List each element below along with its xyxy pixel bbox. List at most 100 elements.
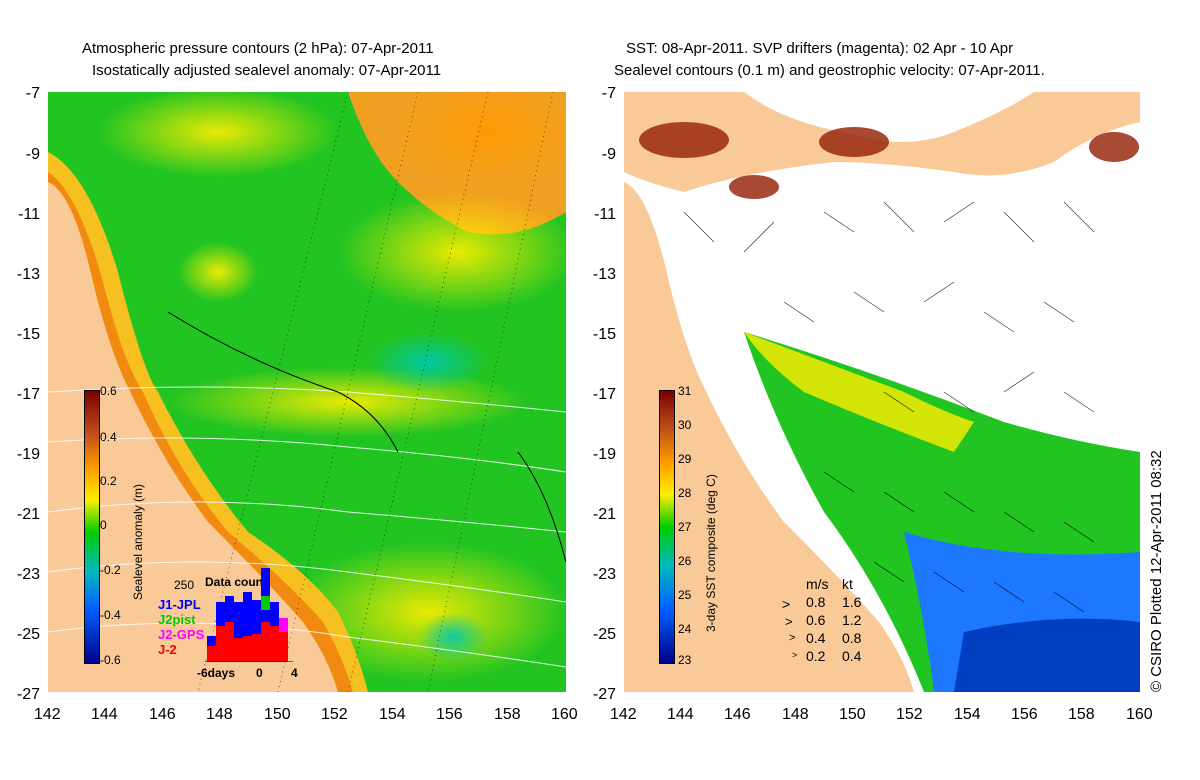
left-ylabel: -17 [16,386,40,403]
hist-bar [216,626,225,662]
sst-colorbar [659,390,675,664]
sla-colorbar-tick: 0.4 [100,430,117,444]
velocity-header-ms: m/s [806,576,829,592]
hist-bar [252,634,261,662]
velocity-ms: 0.2 [806,648,826,664]
left-ylabel: -15 [16,326,40,343]
sla-colorbar-label: Sealevel anomaly (m) [131,483,145,600]
velocity-ms: 0.8 [806,594,826,610]
left-ylabel: -25 [16,626,40,643]
hist-bar [261,568,270,662]
hist-bar [279,632,288,662]
left-xlabel: 158 [494,706,521,723]
left-ylabel: -21 [16,506,40,523]
sla-colorbar [84,390,100,664]
data-count-histogram [205,568,293,662]
right-ylabel: -15 [592,326,616,343]
australia-land-right [624,182,914,692]
left-xlabel: 152 [321,706,348,723]
velocity-kt: 1.6 [842,594,862,610]
hist-bar [243,592,252,662]
sst-colorbar-tick: 24 [678,622,692,636]
csiro-credit: © CSIRO Plotted 12-Apr-2011 08:32 [1148,450,1165,692]
right-ylabel: -25 [592,626,616,643]
right-title-line1: SST: 08-Apr-2011. SVP drifters (magenta)… [626,40,1014,57]
legend-j-2: J-2 [158,642,177,657]
sst-colorbar-tick: 27 [678,520,692,534]
sst-colorbar-tick: 26 [678,554,692,568]
right-ylabel: -9 [601,146,616,163]
data-count-title: Data count [205,575,268,589]
hist-bar [225,622,234,662]
sla-colorbar-tick: -0.6 [100,653,121,667]
right-xlabel: 158 [1068,706,1095,723]
left-title-line2: Isostatically adjusted sealevel anomaly:… [92,62,442,79]
left-xlabel: 154 [379,706,406,723]
velocity-arrow-icon: > [782,596,791,612]
left-ylabel: -27 [16,686,40,703]
velocity-header-kt: kt [842,576,853,592]
right-ylabel: -11 [594,206,616,223]
right-ylabel: -23 [592,566,616,583]
right-xlabel: 146 [724,706,751,723]
left-ylabel: -13 [16,266,40,283]
sst-colorbar-label: 3-day SST composite (deg C) [704,474,718,632]
velocity-ms: 0.4 [806,630,826,646]
velocity-kt: 0.4 [842,648,862,664]
hist-bar [261,596,270,610]
left-xlabel: 150 [264,706,291,723]
data-count-max: 250 [174,578,195,592]
sla-colorbar-tick: -0.2 [100,563,121,577]
hist-bar [234,638,243,662]
right-xlabel: 156 [1011,706,1038,723]
left-ylabel: -23 [16,566,40,583]
velocity-kt: 0.8 [842,630,862,646]
left-xlabel: 148 [206,706,233,723]
left-ylabel: -11 [18,206,40,223]
legend-j2-gps: J2-GPS [158,627,205,642]
hist-bar [270,626,279,662]
left-xlabel: 156 [436,706,463,723]
right-xlabel: 142 [610,706,637,723]
right-ylabel: -27 [592,686,616,703]
right-ylabel: -21 [592,506,616,523]
velocity-ms: 0.6 [806,612,826,628]
sla-colorbar-tick: 0 [100,518,107,532]
velocity-arrow-icon: > [789,632,796,644]
sst-colorbar-tick: 28 [678,486,692,500]
right-xlabel: 152 [896,706,923,723]
left-xlabel: 160 [551,706,578,723]
right-map [624,92,1140,692]
left-xlabel: 142 [34,706,61,723]
right-xlabel: 150 [839,706,866,723]
sla-colorbar-tick: -0.4 [100,608,121,622]
legend-j2pist: J2pist [158,612,196,627]
left-xlabel: 146 [149,706,176,723]
right-ylabel: -13 [592,266,616,283]
right-xlabel: 160 [1126,706,1153,723]
velocity-kt: 1.2 [842,612,862,628]
right-xlabel: 154 [954,706,981,723]
left-ylabel: -7 [25,85,40,102]
hist-xlabel: 4 [291,666,298,680]
right-ylabel: -19 [592,446,616,463]
hist-xlabel: 0 [256,666,263,680]
sst-colorbar-tick: 25 [678,588,692,602]
legend-j1-jpl: J1-JPL [158,597,201,612]
velocity-arrow-icon: > [785,614,793,629]
hist-bar [252,600,261,662]
sla-colorbar-tick: 0.6 [100,384,117,398]
right-xlabel: 144 [667,706,694,723]
sst-colorbar-tick: 31 [678,384,692,398]
hist-bar [234,602,243,662]
left-map [48,92,566,692]
velocity-arrow-icon: > [792,650,798,660]
sst-colorbar-tick: 30 [678,418,692,432]
right-ylabel: -17 [592,386,616,403]
left-ylabel: -9 [25,146,40,163]
sst-colorbar-tick: 23 [678,653,692,667]
left-ylabel: -19 [16,446,40,463]
right-ylabel: -7 [601,85,616,102]
left-title-line1: Atmospheric pressure contours (2 hPa): 0… [82,40,434,57]
right-xlabel: 148 [782,706,809,723]
